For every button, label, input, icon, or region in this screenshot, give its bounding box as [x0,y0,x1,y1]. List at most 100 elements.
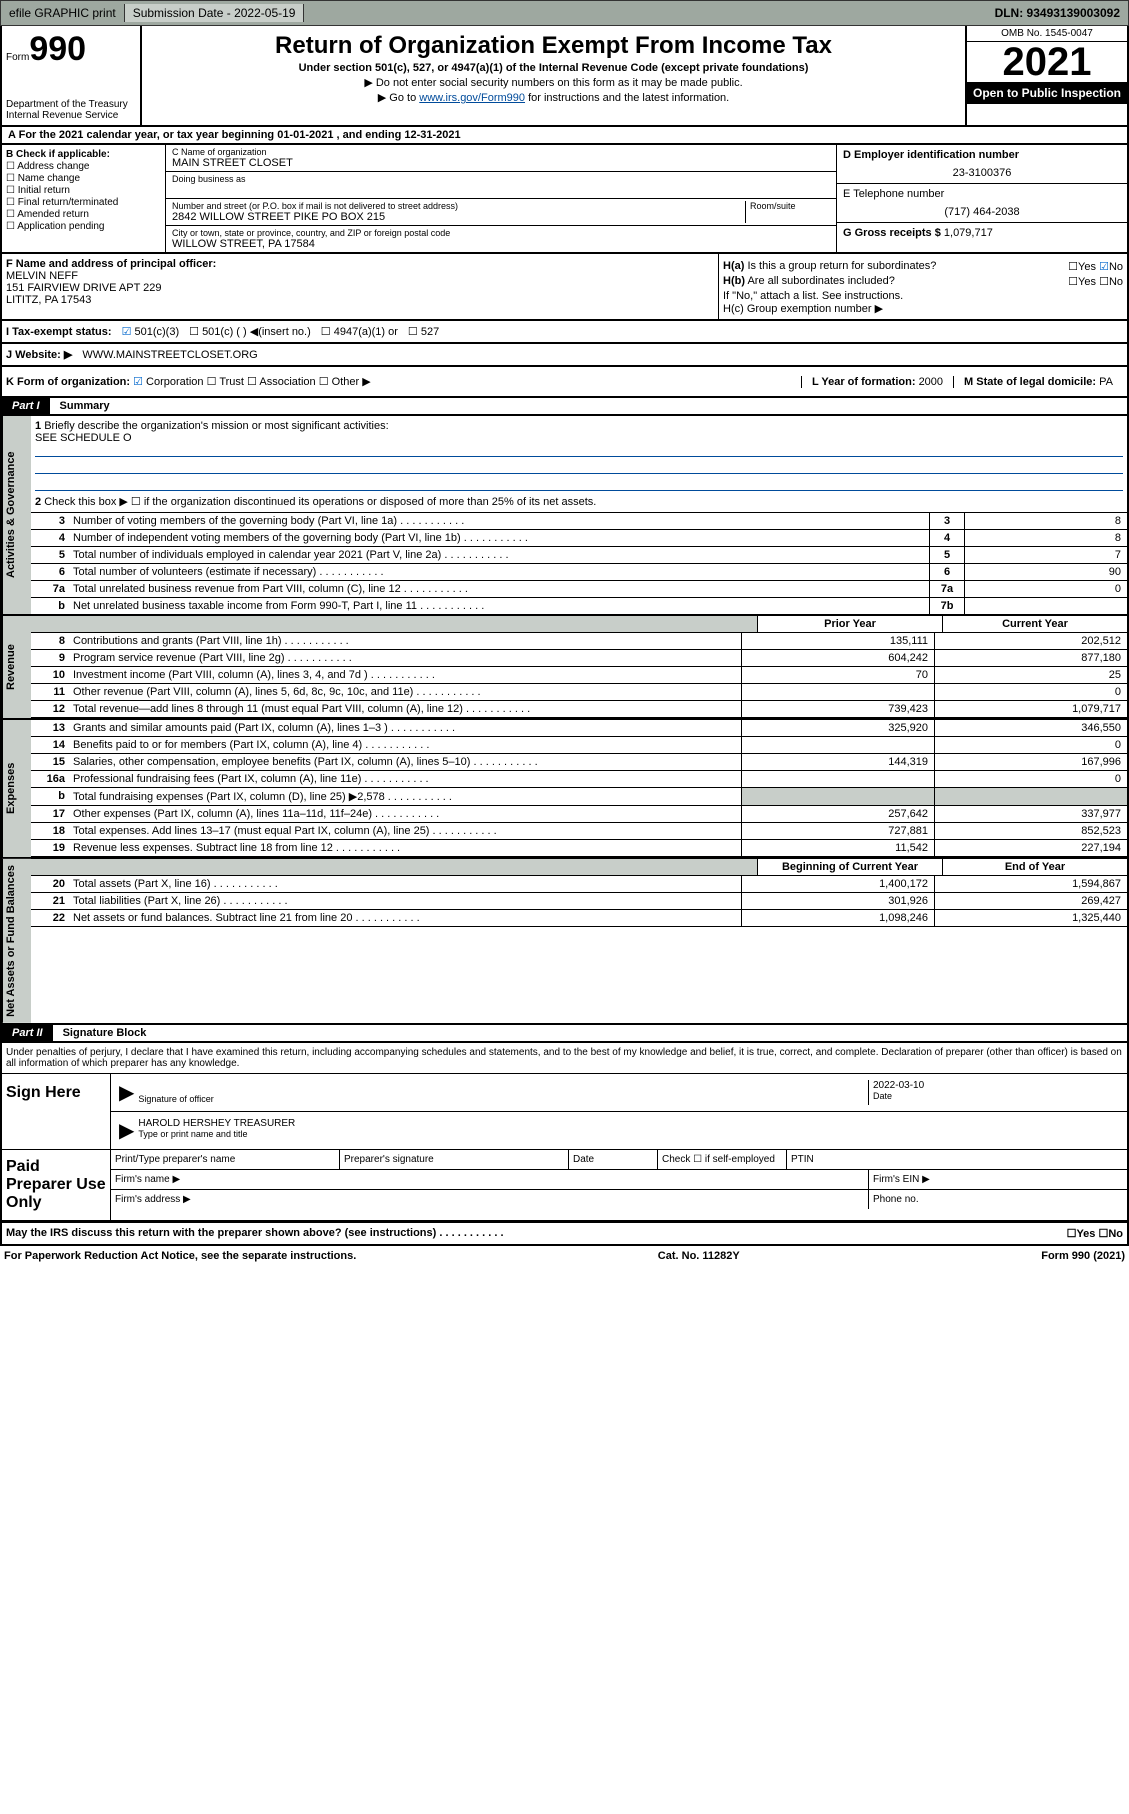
dept-treasury: Department of the Treasury Internal Reve… [6,99,136,121]
dln: DLN: 93493139003092 [995,6,1128,20]
col-d-ein: D Employer identification number 23-3100… [837,145,1127,252]
col-c-org: C Name of organization MAIN STREET CLOSE… [166,145,837,252]
irs-link[interactable]: www.irs.gov/Form990 [419,92,525,104]
officer-name: MELVIN NEFF [6,270,714,282]
chk-name[interactable]: Name change [6,173,161,184]
table-row: 22Net assets or fund balances. Subtract … [31,910,1127,927]
vtab-netassets: Net Assets or Fund Balances [2,859,31,1023]
chk-assoc[interactable] [247,376,257,388]
prep-c3: Date [569,1150,658,1169]
table-row: bNet unrelated business taxable income f… [31,598,1127,614]
officer-addr1: 151 FAIRVIEW DRIVE APT 229 [6,282,714,294]
sign-here-label: Sign Here [2,1074,111,1149]
expenses-section: Expenses 13Grants and similar amounts pa… [0,720,1129,859]
opt-assoc: Association [259,376,315,388]
chk-pending[interactable]: Application pending [6,221,161,232]
sig-date-label: Date [873,1091,1123,1101]
chk-amended[interactable]: Amended return [6,209,161,220]
chk-other[interactable] [319,376,329,388]
q1-ans: SEE SCHEDULE O [35,432,132,444]
part2-title: Signature Block [53,1025,1127,1041]
b-title: B Check if applicable: [6,149,161,160]
efile-print[interactable]: efile GRAPHIC print [1,4,125,22]
arrow-icon: ▶ [115,1080,138,1105]
sub3-pre: Go to [389,92,419,104]
prep-c4: Check ☐ if self-employed [658,1150,787,1169]
form-id-box: Form990 Department of the Treasury Inter… [2,26,142,125]
q2: Check this box ▶ ☐ if the organization d… [44,496,596,508]
open-public: Open to Public Inspection [967,82,1127,104]
table-row: 7aTotal unrelated business revenue from … [31,581,1127,598]
table-row: 6Total number of volunteers (estimate if… [31,564,1127,581]
opt-501c: 501(c) ( ) ◀(insert no.) [202,326,311,338]
pra-notice: For Paperwork Reduction Act Notice, see … [4,1250,356,1262]
subtitle-1: Under section 501(c), 527, or 4947(a)(1)… [150,62,957,74]
prep-c1: Print/Type preparer's name [111,1150,340,1169]
part2-label: Part II [2,1025,53,1041]
website[interactable]: WWW.MAINSTREETCLOSET.ORG [82,349,257,361]
chk-4947[interactable] [321,326,331,338]
prep-c2: Preparer's signature [340,1150,569,1169]
act-gov-section: Activities & Governance 1 Briefly descri… [0,416,1129,616]
table-row: 12Total revenue—add lines 8 through 11 (… [31,701,1127,718]
col-b-checkboxes: B Check if applicable: Address change Na… [2,145,166,252]
prep-c5: PTIN [787,1150,1127,1169]
firm-addr: Firm's address ▶ [111,1190,869,1209]
hb-yes[interactable] [1068,276,1078,288]
k-label: K Form of organization: [6,376,130,388]
vtab-actgov: Activities & Governance [2,416,31,614]
table-row: 11Other revenue (Part VIII, column (A), … [31,684,1127,701]
ha-yes[interactable] [1068,261,1078,273]
table-row: bTotal fundraising expenses (Part IX, co… [31,788,1127,806]
table-row: 5Total number of individuals employed in… [31,547,1127,564]
vtab-revenue: Revenue [2,616,31,718]
form-title: Return of Organization Exempt From Incom… [150,32,957,60]
row-a-period: A For the 2021 calendar year, or tax yea… [0,127,1129,145]
table-row: 18Total expenses. Add lines 13–17 (must … [31,823,1127,840]
opt-corp: Corporation [146,376,203,388]
gross-receipts: 1,079,717 [944,227,993,239]
table-row: 21Total liabilities (Part X, line 26)301… [31,893,1127,910]
form-header: Form990 Department of the Treasury Inter… [0,26,1129,127]
may-discuss: May the IRS discuss this return with the… [6,1227,504,1240]
chk-address[interactable]: Address change [6,161,161,172]
chk-501c[interactable] [189,326,199,338]
opt-501c3: 501(c)(3) [135,326,180,338]
part2-header: Part II Signature Block [0,1025,1129,1043]
f-label: F Name and address of principal officer: [6,258,714,270]
telephone: (717) 464-2038 [843,200,1121,218]
sig-intro: Under penalties of perjury, I declare th… [2,1043,1127,1074]
chk-501c3[interactable] [122,326,132,338]
j-label: J Website: ▶ [6,348,72,361]
form-ref: Form 990 (2021) [1041,1250,1125,1262]
chk-final[interactable]: Final return/terminated [6,197,161,208]
ein: 23-3100376 [843,161,1121,179]
ha-no[interactable] [1099,261,1109,273]
may-yn[interactable]: ☐Yes ☐No [1067,1227,1123,1240]
signature-block: Under penalties of perjury, I declare th… [0,1043,1129,1223]
subtitle-2: Do not enter social security numbers on … [150,76,957,89]
table-row: 9Program service revenue (Part VIII, lin… [31,650,1127,667]
hdr-prior: Prior Year [757,616,942,632]
hb-no[interactable] [1099,276,1109,288]
chk-corp[interactable] [133,376,143,388]
sig-date: 2022-03-10 [873,1080,1123,1091]
officer-addr2: LITITZ, PA 17543 [6,294,714,306]
part1-header: Part I Summary [0,398,1129,416]
subtitle-3: Go to www.irs.gov/Form990 for instructio… [150,91,957,104]
table-row: 20Total assets (Part X, line 16)1,400,17… [31,876,1127,893]
table-row: 15Salaries, other compensation, employee… [31,754,1127,771]
chk-initial[interactable]: Initial return [6,185,161,196]
chk-527[interactable] [408,326,418,338]
period-text: For the 2021 calendar year, or tax year … [19,129,461,141]
org-name: MAIN STREET CLOSET [172,157,830,169]
opt-other: Other ▶ [332,376,371,388]
vtab-expenses: Expenses [2,720,31,857]
section-bcd: B Check if applicable: Address change Na… [0,145,1129,254]
sub3-post: for instructions and the latest informat… [525,92,729,104]
table-row: 3Number of voting members of the governi… [31,513,1127,530]
table-row: 4Number of independent voting members of… [31,530,1127,547]
row-i: I Tax-exempt status: 501(c)(3) 501(c) ( … [0,321,1129,344]
chk-trust[interactable] [207,376,217,388]
org-address: 2842 WILLOW STREET PIKE PO BOX 215 [172,211,745,223]
